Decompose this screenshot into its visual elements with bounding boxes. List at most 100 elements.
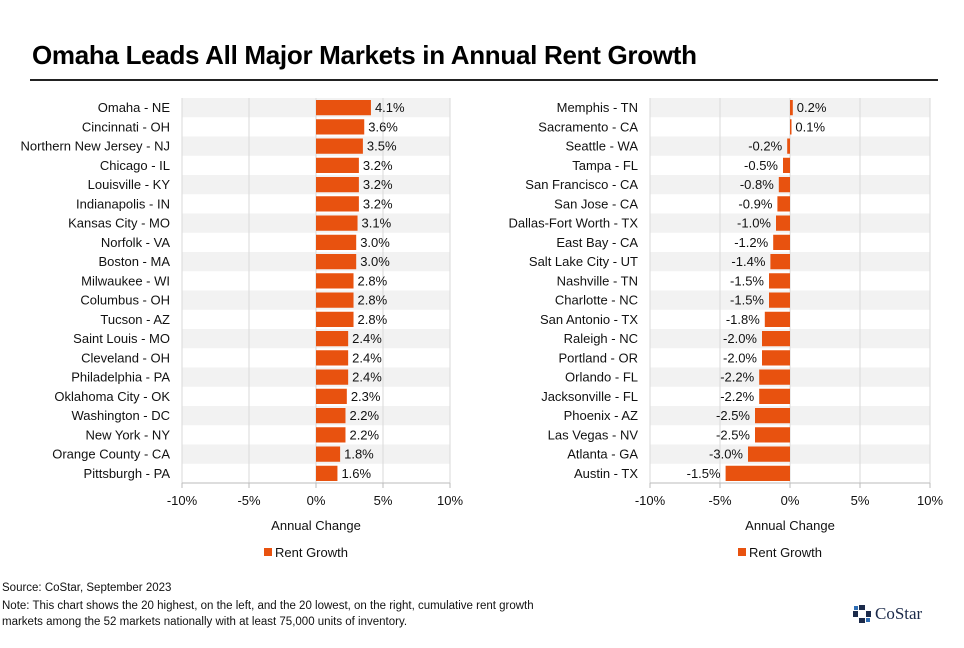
legend-swatch — [738, 548, 746, 556]
bar-columbus-oh — [316, 292, 354, 308]
bar-memphis-tn — [790, 100, 793, 116]
data-label: -1.5% — [730, 273, 764, 288]
data-label: -1.5% — [730, 293, 764, 308]
category-label: Tucson - AZ — [100, 312, 170, 327]
bar-seattle-wa — [787, 138, 790, 154]
category-label: Raleigh - NC — [564, 331, 638, 346]
bar-phoenix-az — [755, 408, 790, 424]
page-title: Omaha Leads All Major Markets in Annual … — [32, 40, 697, 70]
bar-norfolk-va — [316, 234, 357, 250]
bar-boston-ma — [316, 254, 357, 270]
data-label: 0.2% — [797, 100, 827, 115]
bar-pittsburgh-pa — [316, 465, 338, 481]
data-label: 3.0% — [360, 254, 390, 269]
category-label: Cleveland - OH — [81, 350, 170, 365]
category-label: Pittsburgh - PA — [84, 466, 171, 481]
category-label: Saint Louis - MO — [73, 331, 170, 346]
x-tick-label: 0% — [307, 493, 326, 508]
category-label: Tampa - FL — [572, 158, 638, 173]
logo-text: CoStar — [875, 604, 923, 623]
source-text: Source: CoStar, September 2023 — [2, 582, 172, 594]
data-label: -0.9% — [738, 196, 772, 211]
category-label: Austin - TX — [574, 466, 638, 481]
bar-east-bay-ca — [773, 234, 790, 250]
data-label: -3.0% — [709, 447, 743, 462]
data-label: -1.0% — [737, 216, 771, 231]
bar-milwaukee-wi — [316, 273, 354, 289]
bar-portland-or — [762, 350, 790, 366]
bar-tampa-fl — [783, 157, 790, 173]
data-label: -1.4% — [731, 254, 765, 269]
bar-san-francisco-ca — [778, 177, 790, 193]
data-label: -2.0% — [723, 350, 757, 365]
category-label: Seattle - WA — [566, 139, 639, 154]
data-label: -2.2% — [720, 389, 754, 404]
bar-salt-lake-city-ut — [770, 254, 790, 270]
data-label: 2.8% — [358, 293, 388, 308]
data-label: -2.2% — [720, 370, 754, 385]
data-label: 3.1% — [362, 216, 392, 231]
category-label: San Antonio - TX — [540, 312, 638, 327]
bar-saint-louis-mo — [316, 331, 349, 347]
category-label: San Jose - CA — [554, 196, 638, 211]
bar-tucson-az — [316, 311, 354, 327]
x-tick-label: -5% — [237, 493, 261, 508]
bar-northern-new-jersey-nj — [316, 138, 363, 154]
data-label: 0.1% — [795, 119, 825, 134]
bar-philadelphia-pa — [316, 369, 349, 385]
x-axis-title: Annual Change — [745, 518, 835, 533]
data-label: 3.5% — [367, 139, 397, 154]
category-label: Louisville - KY — [88, 177, 171, 192]
category-label: Orange County - CA — [52, 447, 170, 462]
category-label: Portland - OR — [559, 350, 638, 365]
bar-cincinnati-oh — [316, 119, 365, 135]
category-label: Phoenix - AZ — [564, 408, 638, 423]
category-label: Kansas City - MO — [68, 216, 170, 231]
bar-oklahoma-city-ok — [316, 388, 347, 404]
bar-las-vegas-nv — [755, 427, 790, 443]
category-label: Nashville - TN — [557, 273, 638, 288]
data-label: -0.5% — [744, 158, 778, 173]
data-label: 2.4% — [352, 331, 382, 346]
bar-orlando-fl — [759, 369, 790, 385]
bar-washington-dc — [316, 408, 346, 424]
category-label: Jacksonville - FL — [541, 389, 638, 404]
x-axis-title: Annual Change — [271, 518, 361, 533]
data-label: 2.4% — [352, 370, 382, 385]
data-label: -0.8% — [740, 177, 774, 192]
bar-atlanta-ga — [748, 446, 790, 462]
legend-swatch — [264, 548, 272, 556]
data-label: 3.0% — [360, 235, 390, 250]
bar-jacksonville-fl — [759, 388, 790, 404]
data-label: 2.8% — [358, 273, 388, 288]
bar-raleigh-nc — [762, 331, 790, 347]
category-label: Atlanta - GA — [567, 447, 638, 462]
x-tick-label: 0% — [781, 493, 800, 508]
bar-san-antonio-tx — [764, 311, 790, 327]
x-tick-label: 10% — [917, 493, 943, 508]
data-label: 1.6% — [341, 466, 371, 481]
bar-new-york-ny — [316, 427, 346, 443]
category-label: Dallas-Fort Worth - TX — [508, 216, 638, 231]
data-label: 3.2% — [363, 158, 393, 173]
category-label: Cincinnati - OH — [82, 119, 170, 134]
bar-san-jose-ca — [777, 196, 790, 212]
bar-austin-tx — [725, 465, 790, 481]
data-label: -2.5% — [716, 427, 750, 442]
data-label: -2.0% — [723, 331, 757, 346]
bar-cleveland-oh — [316, 350, 349, 366]
category-label: Charlotte - NC — [555, 293, 638, 308]
bar-indianapolis-in — [316, 196, 359, 212]
category-label: San Francisco - CA — [525, 177, 638, 192]
title-divider — [30, 79, 938, 81]
category-label: Salt Lake City - UT — [529, 254, 638, 269]
bar-kansas-city-mo — [316, 215, 358, 231]
x-tick-label: 10% — [437, 493, 463, 508]
bar-louisville-ky — [316, 177, 359, 193]
category-label: Oklahoma City - OK — [54, 389, 170, 404]
category-label: Washington - DC — [72, 408, 171, 423]
category-label: Memphis - TN — [557, 100, 638, 115]
bar-dallas-fort-worth-tx — [776, 215, 790, 231]
data-label: -1.5% — [687, 466, 721, 481]
data-label: 2.2% — [349, 427, 379, 442]
